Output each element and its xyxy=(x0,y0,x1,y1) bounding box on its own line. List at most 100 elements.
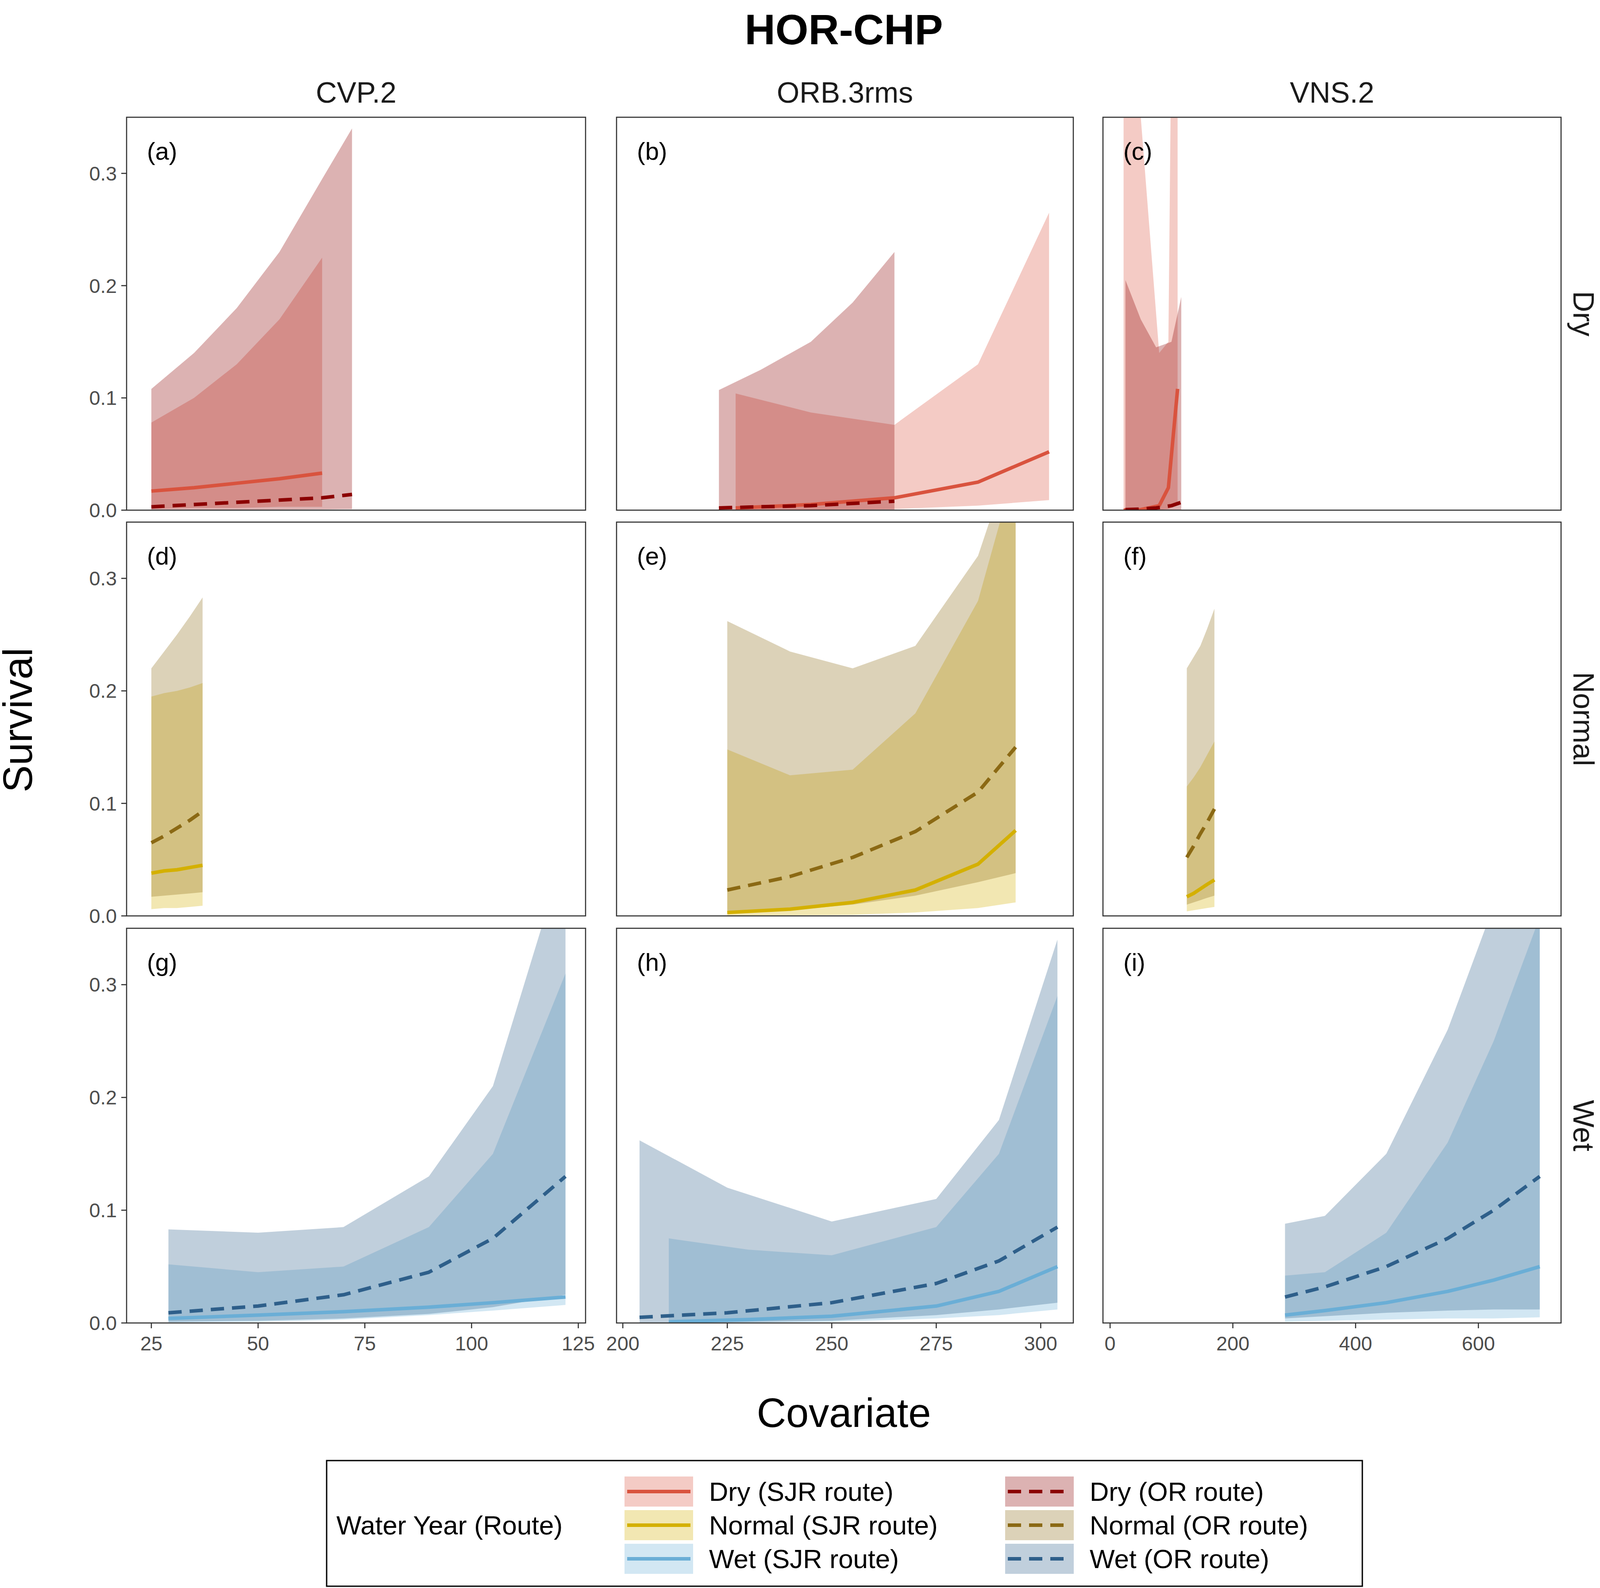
x-tick-label: 200 xyxy=(606,1332,640,1356)
x-tick xyxy=(1477,1323,1480,1329)
title: HOR-CHP xyxy=(744,5,944,54)
y-tick xyxy=(121,690,127,692)
legend-box xyxy=(326,1461,1363,1587)
panel-background xyxy=(126,117,586,511)
plot-area xyxy=(639,939,1058,1324)
legend-key xyxy=(624,1544,694,1575)
survival-line xyxy=(718,501,895,509)
confidence-band xyxy=(168,928,566,1323)
legend-key-line xyxy=(627,1557,691,1562)
legend-key xyxy=(1005,1510,1074,1541)
x-tick xyxy=(577,1323,579,1329)
x-tick-label: 25 xyxy=(140,1332,163,1356)
x-tick-label: 300 xyxy=(1024,1332,1058,1356)
panel-frame xyxy=(616,928,1074,1324)
confidence-band xyxy=(151,597,203,897)
panel-frame xyxy=(616,522,1074,917)
survival-line xyxy=(735,451,1049,509)
x-tick xyxy=(1040,1323,1042,1329)
confidence-band xyxy=(718,251,895,511)
column-label: CVP.2 xyxy=(315,76,397,109)
legend-key xyxy=(1005,1544,1074,1575)
confidence-band xyxy=(151,128,352,510)
x-tick xyxy=(470,1323,473,1329)
legend-key xyxy=(624,1476,694,1508)
survival-line xyxy=(1284,1176,1540,1298)
panel-label: (f) xyxy=(1123,542,1147,571)
panel-label: (d) xyxy=(146,542,178,571)
x-tick-label: 50 xyxy=(246,1332,270,1356)
y-tick-label: 0.2 xyxy=(88,274,117,298)
x-tick-label: 200 xyxy=(1216,1332,1250,1356)
x-tick-label: 0 xyxy=(1104,1332,1116,1356)
survival-line xyxy=(1123,389,1178,511)
panel-frame xyxy=(126,928,586,1324)
survival-line xyxy=(151,865,203,874)
panel-background xyxy=(616,117,1074,511)
legend-label: Wet (SJR route) xyxy=(709,1544,899,1575)
panel-frame xyxy=(1102,522,1562,917)
y-tick-label: 0.1 xyxy=(88,792,117,816)
survival-line xyxy=(1186,809,1215,858)
plot-area xyxy=(718,212,1049,511)
y-tick xyxy=(121,509,127,512)
y-axis-title: Survival xyxy=(0,647,41,793)
y-tick xyxy=(121,173,127,175)
confidence-band xyxy=(639,939,1058,1323)
x-tick-label: 400 xyxy=(1338,1332,1373,1356)
x-tick-label: 275 xyxy=(919,1332,953,1356)
y-tick xyxy=(121,397,127,399)
confidence-band xyxy=(1186,609,1215,906)
legend-key-line xyxy=(1007,1490,1072,1494)
panel-frame xyxy=(1102,928,1562,1324)
background xyxy=(0,0,1600,1588)
y-tick-label: 0.0 xyxy=(88,499,117,522)
y-tick-label: 0.3 xyxy=(88,567,117,590)
x-tick-label: 250 xyxy=(815,1332,849,1356)
y-tick-label: 0.1 xyxy=(88,386,117,410)
panel-frame xyxy=(126,522,586,917)
x-tick xyxy=(935,1323,937,1329)
panel-frame xyxy=(1102,117,1562,511)
y-tick xyxy=(121,984,127,986)
plot-area xyxy=(1284,928,1540,1323)
legend-label: Normal (OR route) xyxy=(1089,1511,1308,1541)
y-tick xyxy=(121,1097,127,1099)
legend: Water Year (Route)Dry (SJR route)Dry (OR… xyxy=(326,1461,1363,1587)
survival-line xyxy=(168,1297,566,1319)
y-tick xyxy=(121,578,127,580)
plot-area xyxy=(151,128,352,510)
survival-line xyxy=(639,1227,1058,1318)
y-tick xyxy=(121,1322,127,1325)
x-tick-label: 125 xyxy=(561,1332,595,1356)
x-tick-label: 75 xyxy=(353,1332,376,1356)
x-tick xyxy=(257,1323,259,1329)
confidence-band xyxy=(1284,928,1540,1319)
chart: HOR-CHPCVP.2ORB.3rmsVNS.2SurvivalCovaria… xyxy=(0,0,1600,1588)
panel-label: (g) xyxy=(146,948,178,977)
plot-area xyxy=(1123,117,1182,511)
y-tick-label: 0.0 xyxy=(88,1312,117,1335)
panel-background xyxy=(1102,522,1562,917)
column-label: ORB.3rms xyxy=(776,76,914,109)
panel-background xyxy=(616,928,1074,1324)
panel-label: (e) xyxy=(636,542,667,571)
survival-line xyxy=(1186,880,1215,898)
row-label: Normal xyxy=(1567,672,1600,767)
x-axis-title: Covariate xyxy=(756,1390,932,1436)
legend-label: Dry (SJR route) xyxy=(709,1477,894,1508)
y-tick-label: 0.1 xyxy=(88,1199,117,1223)
plot-area xyxy=(151,597,203,910)
x-tick xyxy=(150,1323,153,1329)
legend-label: Normal (SJR route) xyxy=(709,1511,938,1541)
y-tick xyxy=(121,1210,127,1212)
x-tick xyxy=(1109,1323,1111,1329)
y-tick-label: 0.2 xyxy=(88,1086,117,1110)
y-tick-label: 0.2 xyxy=(88,679,117,703)
x-tick-label: 100 xyxy=(454,1332,489,1356)
survival-line xyxy=(727,747,1016,891)
y-tick-label: 0.0 xyxy=(88,905,117,928)
legend-title: Water Year (Route) xyxy=(336,1511,563,1541)
row-label: Dry xyxy=(1567,291,1600,337)
panel-label: (c) xyxy=(1123,137,1153,166)
